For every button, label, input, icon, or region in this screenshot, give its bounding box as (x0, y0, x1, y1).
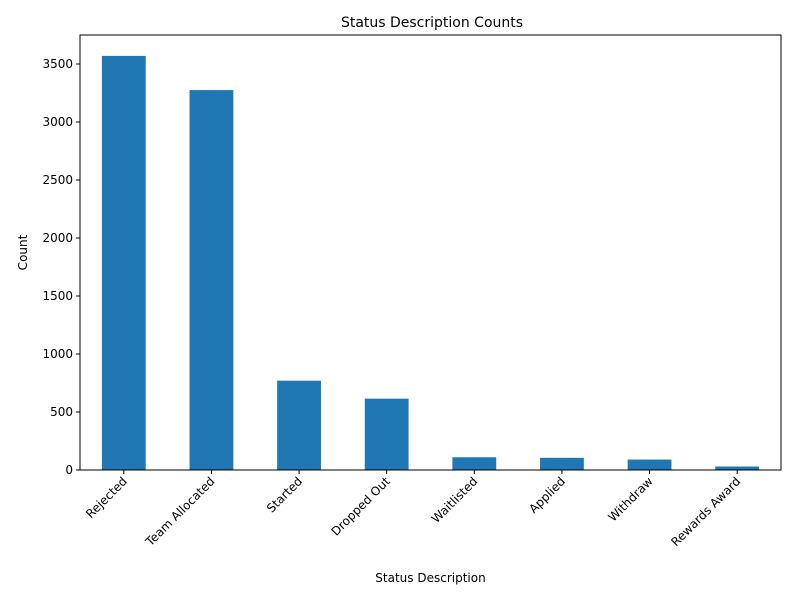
y-tick-label: 3000 (42, 115, 73, 129)
bar-started (277, 380, 321, 470)
bar-withdraw (627, 459, 672, 470)
x-tick-label: Team Allocated (142, 474, 217, 549)
x-tick-label: Rejected (83, 474, 130, 521)
y-tick-label: 2000 (42, 231, 73, 245)
x-tick-label: Started (264, 474, 305, 515)
y-tick-label: 0 (65, 463, 73, 477)
y-tick-label: 2500 (42, 173, 73, 187)
chart-title: Status Description Counts (341, 15, 523, 31)
y-axis-label: Count (16, 234, 30, 270)
plot-frame (79, 34, 782, 471)
x-tick-label: Dropped Out (328, 474, 393, 539)
y-tick-label: 1500 (42, 289, 73, 303)
bar-team-allocated (189, 90, 234, 470)
bar-applied (540, 457, 584, 470)
y-tick-label: 3500 (42, 57, 73, 71)
x-tick-label: Withdraw (606, 474, 656, 524)
bar-waitlisted (452, 457, 497, 470)
y-axis-ticks: 0 500 1000 1500 2000 2500 3000 3500 (42, 57, 80, 477)
y-tick-label: 1000 (42, 347, 73, 361)
bar-rejected (101, 55, 146, 470)
x-axis-label: Status Description (375, 571, 485, 585)
bar-dropped-out (364, 398, 409, 470)
x-axis-ticks: Rejected Team Allocated Started Dropped Out… (83, 470, 743, 549)
bars-group (101, 55, 760, 470)
bar-rewards-award (715, 466, 760, 470)
x-tick-label: Rewards Award (668, 474, 743, 549)
x-tick-label: Waitlisted (429, 474, 481, 526)
x-tick-label: Applied (526, 474, 568, 516)
y-tick-label: 500 (50, 405, 73, 419)
